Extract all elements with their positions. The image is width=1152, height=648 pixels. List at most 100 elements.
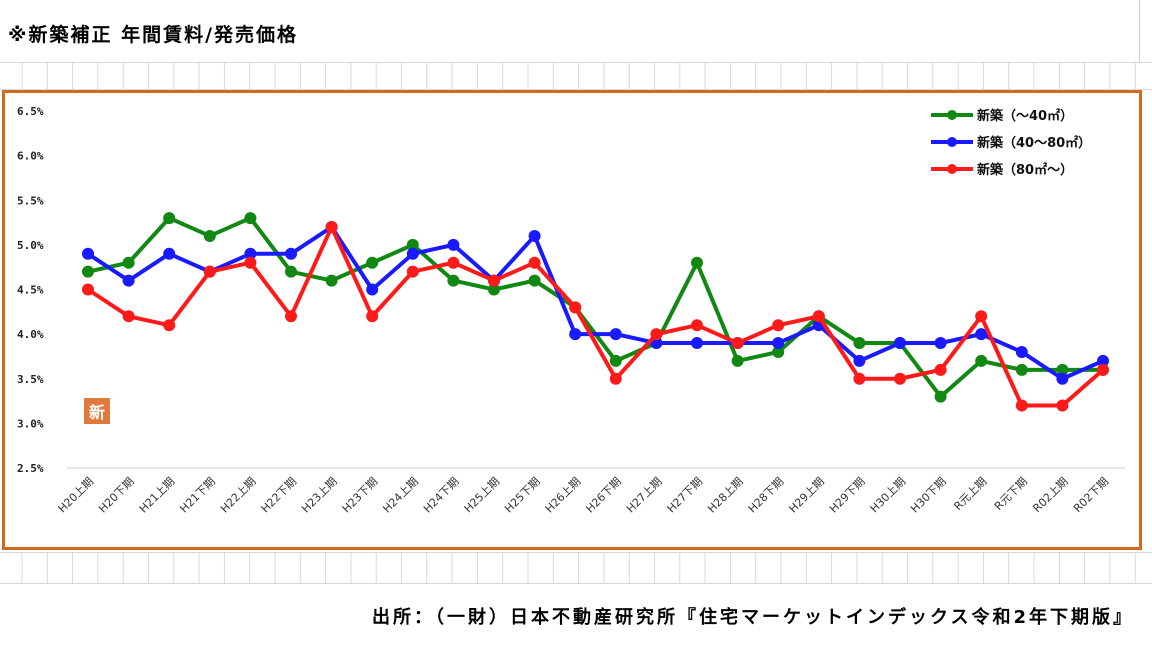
data-point bbox=[894, 337, 906, 350]
x-tick-label: H23上期 bbox=[299, 475, 340, 516]
data-point bbox=[609, 372, 622, 385]
y-tick-label: 3.5% bbox=[17, 373, 44, 386]
x-tick-label: H21下期 bbox=[177, 475, 218, 516]
x-tick-label: H30上期 bbox=[868, 475, 909, 516]
data-point bbox=[691, 319, 703, 332]
series-line bbox=[86, 225, 1105, 408]
x-tick-label: H25上期 bbox=[462, 475, 503, 516]
new-badge: 新 bbox=[84, 398, 110, 424]
x-tick-label: H22下期 bbox=[259, 475, 300, 516]
x-tick-label: H25下期 bbox=[502, 475, 543, 516]
data-point bbox=[1097, 354, 1109, 367]
x-tick-label: R元下期 bbox=[992, 475, 1030, 513]
data-point bbox=[406, 265, 419, 278]
data-point bbox=[82, 265, 94, 278]
data-point bbox=[1015, 363, 1028, 376]
series-line bbox=[87, 216, 1103, 399]
y-tick-label: 5.0% bbox=[17, 239, 44, 252]
data-point bbox=[894, 372, 906, 385]
data-point bbox=[1015, 399, 1028, 412]
data-point bbox=[812, 310, 825, 323]
data-point bbox=[691, 337, 703, 350]
data-point bbox=[1056, 399, 1069, 412]
data-point bbox=[244, 212, 257, 225]
data-point bbox=[325, 221, 338, 234]
data-point bbox=[853, 372, 866, 385]
x-tick-label: H26下期 bbox=[583, 475, 624, 516]
data-point bbox=[163, 247, 176, 260]
data-point bbox=[122, 274, 135, 287]
data-point bbox=[447, 274, 460, 287]
line-chart: 2.5% 3.0% 3.5% 4.0% 4.5% 5.0% 5.5% 6.0% 6.5% H20上… bbox=[17, 105, 1125, 516]
x-tick-label: H23下期 bbox=[340, 475, 381, 516]
x-tick-label: H26上期 bbox=[543, 475, 584, 516]
data-point bbox=[528, 229, 541, 242]
data-point bbox=[447, 238, 460, 251]
data-point bbox=[528, 274, 541, 287]
data-point bbox=[772, 319, 785, 332]
spreadsheet-grid-top bbox=[0, 62, 1152, 90]
x-tick-label: H24下期 bbox=[421, 475, 462, 516]
data-point bbox=[1097, 363, 1109, 376]
data-point bbox=[82, 247, 94, 260]
source-note: 出所：（一財）日本不動産研究所『住宅マーケットインデックス令和2年下期版』 bbox=[372, 607, 1134, 628]
y-tick-label: 3.0% bbox=[17, 417, 44, 430]
x-tick-label: R02上期 bbox=[1030, 475, 1070, 515]
x-tick-label: H22上期 bbox=[218, 475, 259, 516]
data-point bbox=[975, 354, 988, 367]
data-point bbox=[285, 247, 297, 260]
data-point bbox=[1056, 363, 1069, 376]
data-point bbox=[569, 301, 582, 314]
spreadsheet-grid-bottom bbox=[0, 552, 1152, 584]
data-point bbox=[731, 354, 744, 367]
y-tick-label: 4.5% bbox=[17, 284, 44, 297]
data-point bbox=[203, 265, 216, 278]
title-area: ※新築補正 年間賃料/発売価格 bbox=[0, 0, 1140, 62]
x-tick-label: H30下期 bbox=[908, 475, 949, 516]
x-tick-label: H28下期 bbox=[746, 475, 787, 516]
data-point bbox=[609, 354, 622, 367]
data-point bbox=[244, 256, 257, 269]
data-point bbox=[406, 238, 419, 251]
data-point bbox=[731, 337, 744, 350]
chart-frame: 2.5% 3.0% 3.5% 4.0% 4.5% 5.0% 5.5% 6.0% 6.5% H20上… bbox=[2, 90, 1142, 550]
data-point bbox=[975, 328, 988, 341]
data-point bbox=[203, 229, 216, 242]
y-tick-label: 4.0% bbox=[17, 328, 44, 341]
data-point bbox=[163, 212, 176, 225]
data-point bbox=[934, 390, 947, 403]
x-tick-label: H27上期 bbox=[624, 475, 665, 516]
y-tick-label: 6.5% bbox=[17, 105, 44, 118]
data-point bbox=[82, 283, 94, 296]
data-point bbox=[122, 310, 135, 323]
legend-label: 新築（～40㎡） bbox=[977, 108, 1073, 124]
x-tick-label: R02下期 bbox=[1071, 475, 1111, 515]
x-tick-label: H29下期 bbox=[827, 475, 868, 516]
series-line bbox=[86, 225, 1104, 381]
data-point bbox=[650, 328, 663, 341]
data-point bbox=[569, 328, 582, 341]
data-point bbox=[853, 337, 866, 350]
x-tick-label: H24上期 bbox=[380, 475, 421, 516]
data-point bbox=[934, 363, 947, 376]
data-point bbox=[447, 256, 460, 269]
data-point bbox=[772, 337, 785, 350]
x-tick-label: H20上期 bbox=[56, 475, 97, 516]
x-tick-label: H27下期 bbox=[665, 475, 706, 516]
legend-label: 新築（80㎡～） bbox=[977, 162, 1073, 178]
data-point bbox=[975, 310, 988, 323]
y-tick-label: 2.5% bbox=[17, 462, 44, 475]
legend-label: 新築（40～80㎡） bbox=[977, 135, 1091, 151]
data-point bbox=[285, 310, 297, 323]
data-point bbox=[122, 256, 135, 269]
y-tick-label: 5.5% bbox=[17, 194, 44, 207]
data-point bbox=[244, 247, 257, 260]
legend-marker bbox=[947, 137, 957, 147]
x-tick-label: R元上期 bbox=[951, 475, 989, 513]
data-point bbox=[163, 319, 176, 332]
data-point bbox=[325, 274, 338, 287]
legend-marker bbox=[947, 164, 957, 174]
page-title: ※新築補正 年間賃料/発売価格 bbox=[8, 24, 299, 46]
y-tick-label: 6.0% bbox=[17, 150, 44, 163]
data-point bbox=[488, 283, 500, 296]
